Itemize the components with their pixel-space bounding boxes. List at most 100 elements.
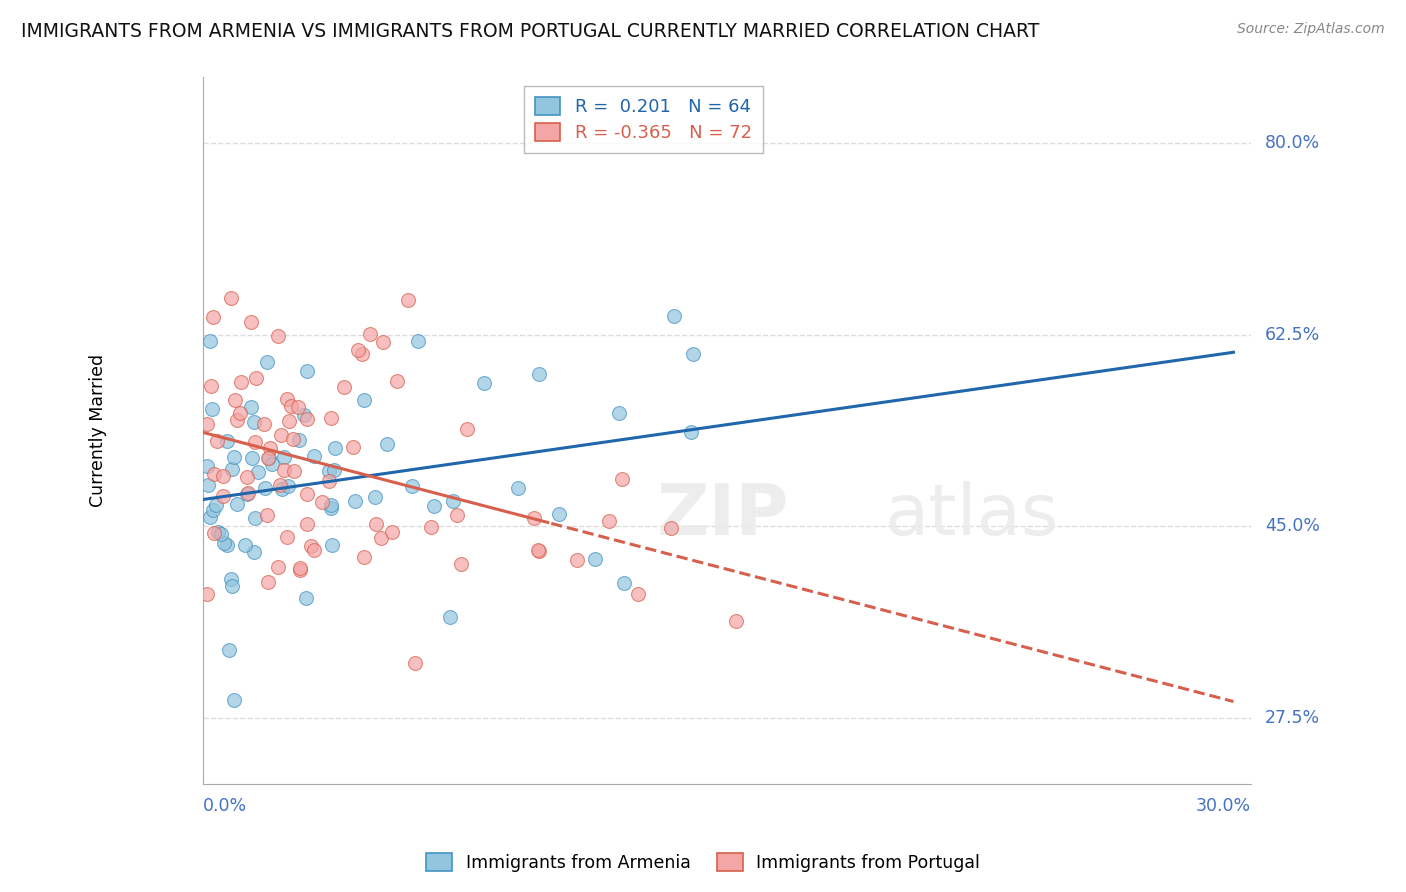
Point xyxy=(276,531,298,545)
Point xyxy=(613,576,636,591)
Point xyxy=(419,520,441,534)
Point xyxy=(195,459,218,474)
Point xyxy=(212,489,235,503)
Point xyxy=(253,481,276,495)
Point xyxy=(197,478,219,492)
Point xyxy=(370,531,392,545)
Point xyxy=(583,551,606,566)
Point xyxy=(318,464,340,478)
Point xyxy=(256,508,278,523)
Point xyxy=(346,343,368,357)
Point xyxy=(295,487,318,501)
Point xyxy=(243,545,266,559)
Point xyxy=(527,367,550,381)
Point xyxy=(283,464,305,478)
Text: 45.0%: 45.0% xyxy=(1265,517,1320,535)
Text: atlas: atlas xyxy=(884,481,1059,550)
Point xyxy=(325,441,347,455)
Point xyxy=(245,511,267,525)
Point xyxy=(406,334,429,348)
Point xyxy=(456,422,478,436)
Point xyxy=(219,291,242,305)
Point xyxy=(224,393,246,408)
Point xyxy=(273,463,295,477)
Point xyxy=(364,517,387,532)
Text: ZIP: ZIP xyxy=(657,481,790,550)
Point xyxy=(200,379,222,393)
Point xyxy=(198,334,221,348)
Point xyxy=(236,470,259,484)
Point xyxy=(295,517,318,532)
Point xyxy=(439,610,461,624)
Point xyxy=(318,474,340,488)
Point xyxy=(205,498,228,512)
Text: 27.5%: 27.5% xyxy=(1265,709,1320,727)
Legend: Immigrants from Armenia, Immigrants from Portugal: Immigrants from Armenia, Immigrants from… xyxy=(419,847,987,879)
Point xyxy=(290,563,312,577)
Point xyxy=(202,467,225,481)
Point xyxy=(221,579,243,593)
Point xyxy=(225,412,247,426)
Point xyxy=(292,408,315,422)
Point xyxy=(319,498,342,512)
Point xyxy=(598,514,620,528)
Point xyxy=(506,481,529,495)
Point xyxy=(201,503,224,517)
Point xyxy=(288,561,311,575)
Point xyxy=(202,525,225,540)
Point xyxy=(299,539,322,553)
Point xyxy=(404,657,426,671)
Point xyxy=(212,535,235,549)
Point xyxy=(195,417,218,431)
Point xyxy=(321,538,343,552)
Point xyxy=(548,507,571,521)
Point xyxy=(267,559,290,574)
Point xyxy=(266,329,288,343)
Point xyxy=(302,449,325,463)
Point xyxy=(229,375,252,389)
Point xyxy=(224,693,246,707)
Point xyxy=(527,544,550,558)
Point xyxy=(280,399,302,413)
Legend: R =  0.201   N = 64, R = -0.365   N = 72: R = 0.201 N = 64, R = -0.365 N = 72 xyxy=(524,87,762,153)
Point xyxy=(195,587,218,601)
Point xyxy=(257,451,280,466)
Point xyxy=(353,392,375,407)
Point xyxy=(287,433,309,447)
Point xyxy=(215,538,238,552)
Point xyxy=(319,501,342,516)
Point xyxy=(343,493,366,508)
Point xyxy=(352,346,374,360)
Point xyxy=(446,508,468,522)
Point xyxy=(277,478,299,492)
Point xyxy=(295,591,318,606)
Point xyxy=(396,293,419,308)
Point xyxy=(205,434,228,448)
Point xyxy=(295,364,318,378)
Point xyxy=(375,437,398,451)
Text: Source: ZipAtlas.com: Source: ZipAtlas.com xyxy=(1237,22,1385,37)
Text: 30.0%: 30.0% xyxy=(1195,797,1251,815)
Point xyxy=(381,524,404,539)
Point xyxy=(221,572,243,586)
Point xyxy=(359,327,381,342)
Point xyxy=(201,402,224,417)
Point xyxy=(270,427,292,442)
Point xyxy=(627,587,650,601)
Point xyxy=(256,354,278,368)
Point xyxy=(257,450,280,465)
Point xyxy=(472,376,495,391)
Point xyxy=(441,494,464,508)
Point xyxy=(222,450,245,464)
Point xyxy=(311,495,333,509)
Point xyxy=(304,543,326,558)
Text: 80.0%: 80.0% xyxy=(1265,134,1320,153)
Text: Currently Married: Currently Married xyxy=(90,354,107,508)
Point xyxy=(229,406,252,420)
Point xyxy=(247,466,270,480)
Point xyxy=(523,511,546,525)
Point xyxy=(371,334,394,349)
Point xyxy=(385,374,408,388)
Point xyxy=(661,521,683,535)
Point xyxy=(238,485,260,500)
